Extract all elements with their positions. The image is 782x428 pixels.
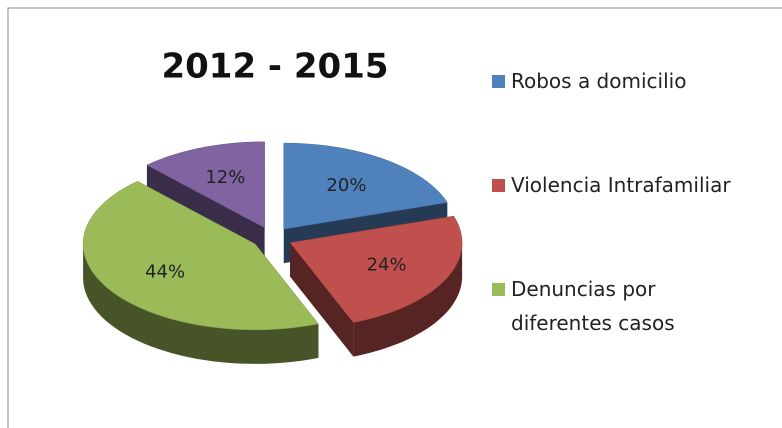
data-label: 44% <box>145 261 185 282</box>
legend-label: Denuncias por diferentes casos <box>511 277 675 335</box>
legend-swatch <box>492 75 505 88</box>
data-label: 24% <box>367 254 407 275</box>
legend-swatch <box>492 283 505 296</box>
slice <box>146 141 265 229</box>
slice <box>283 142 448 230</box>
slice-side <box>83 243 319 364</box>
legend-swatch <box>492 179 505 192</box>
slice-side <box>353 242 463 357</box>
legend-label: Robos a domicilio <box>511 69 687 93</box>
data-label: 12% <box>205 167 245 188</box>
slice <box>82 180 319 331</box>
slice-wall <box>290 242 354 357</box>
pie: 20% 24% 44% 12% <box>82 141 463 364</box>
legend-label: Violencia Intrafamiliar <box>511 173 731 197</box>
legend-entry: Robos a domicilio <box>492 64 777 98</box>
legend-entry: Denuncias por diferentes casos <box>492 272 777 340</box>
chart-title: 2012 - 2015 <box>161 47 388 87</box>
legend-entry: Violencia Intrafamiliar <box>492 168 777 202</box>
data-label: 20% <box>326 175 366 196</box>
slice <box>289 215 463 323</box>
chart-frame <box>7 7 782 428</box>
